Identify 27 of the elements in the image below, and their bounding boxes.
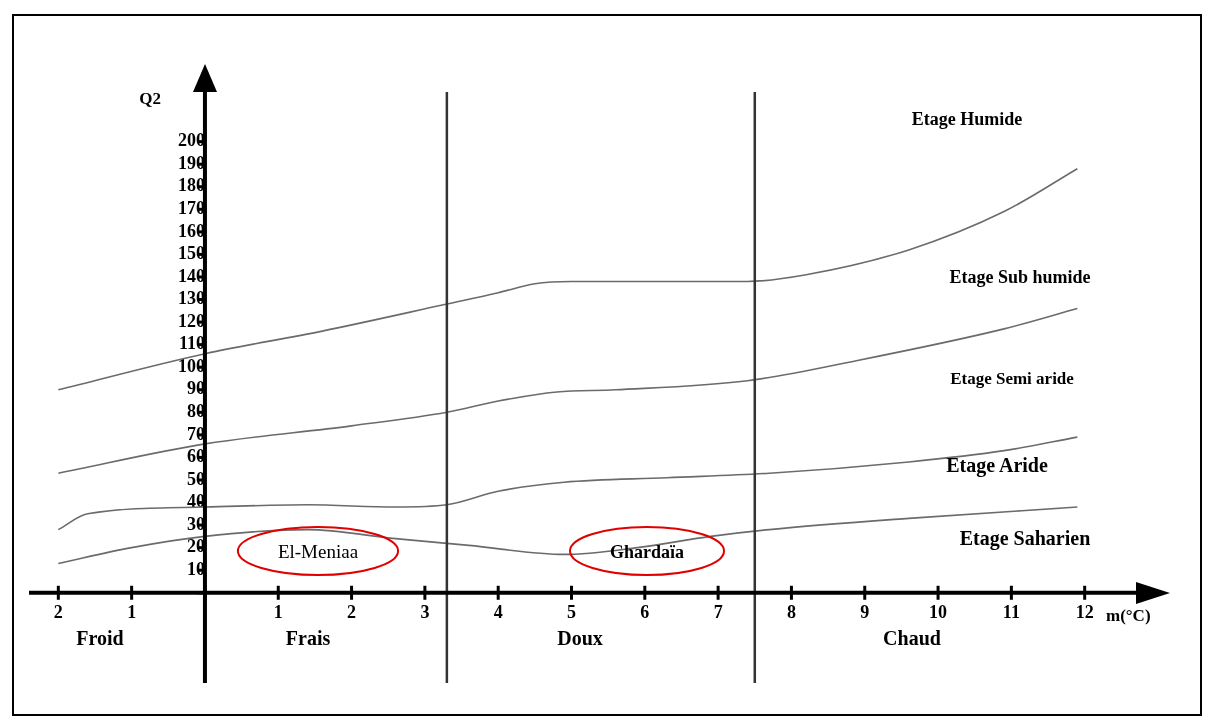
x-tick-label: 1 xyxy=(273,602,283,623)
annotation: Etage Humide xyxy=(911,108,1023,129)
annotation: Etage Semi aride xyxy=(950,369,1075,389)
annotation: Doux xyxy=(557,627,603,650)
x-tick-label: 12 xyxy=(1075,602,1094,623)
x-tick-label: 6 xyxy=(640,602,650,623)
x-tick-label: 9 xyxy=(860,602,870,623)
annotation: Etage Saharien xyxy=(959,527,1091,551)
y-axis-title: Q2 xyxy=(139,89,161,109)
x-axis-title: m(°C) xyxy=(1106,606,1151,626)
annotation: Chaud xyxy=(883,627,941,650)
annotation: Froid xyxy=(76,627,124,650)
x-tick-label: 3 xyxy=(420,602,430,623)
x-tick-label: 8 xyxy=(786,602,796,623)
annotation: Ghardaïa xyxy=(609,541,685,562)
x-tick-label: 2 xyxy=(53,602,63,623)
x-tick-label: 1 xyxy=(127,602,137,623)
annotation: Etage Aride xyxy=(946,454,1048,478)
x-tick-label: 11 xyxy=(1002,602,1020,623)
x-tick-label: 7 xyxy=(713,602,723,623)
x-tick-label: 10 xyxy=(929,602,948,623)
x-tick-label: 4 xyxy=(493,602,503,623)
x-tick-label: 5 xyxy=(567,602,576,623)
annotation: Etage Sub humide xyxy=(949,266,1091,287)
annotation: Frais xyxy=(285,627,331,650)
annotation: El-Meniaa xyxy=(277,540,359,562)
x-tick-label: 2 xyxy=(347,602,357,623)
